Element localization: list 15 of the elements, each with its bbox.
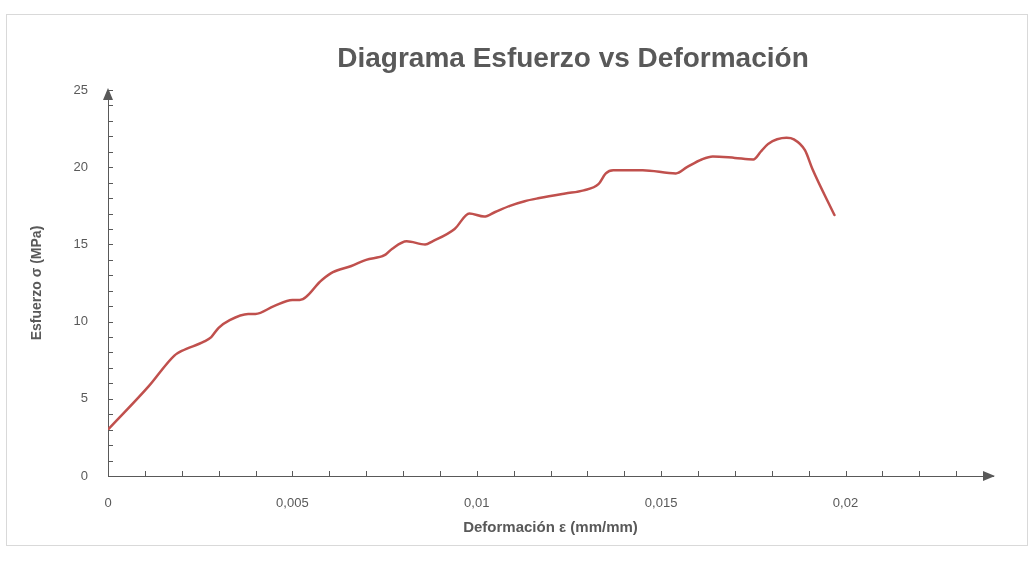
y-axis-title: Esfuerzo σ (MPa) (28, 225, 45, 341)
y-tick-label: 20 (73, 158, 88, 174)
line-series (108, 136, 836, 431)
y-tick-label: 10 (73, 313, 88, 329)
y-tick-label: 0 (80, 467, 88, 483)
y-tick-label: 15 (73, 235, 88, 251)
x-tick-label: 0,01 (464, 495, 490, 511)
y-tick-label: 5 (80, 390, 88, 406)
y-tick-label: 25 (73, 81, 88, 97)
chart-title: Diagrama Esfuerzo vs Deformación (337, 41, 809, 73)
x-tick-label: 0 (104, 495, 112, 511)
x-tick-label: 0,015 (644, 495, 678, 511)
x-tick-label: 0,005 (276, 495, 309, 511)
x-tick-label: 0,02 (832, 495, 859, 511)
x-axis-title: Deformación ε (mm/mm) (463, 518, 638, 536)
